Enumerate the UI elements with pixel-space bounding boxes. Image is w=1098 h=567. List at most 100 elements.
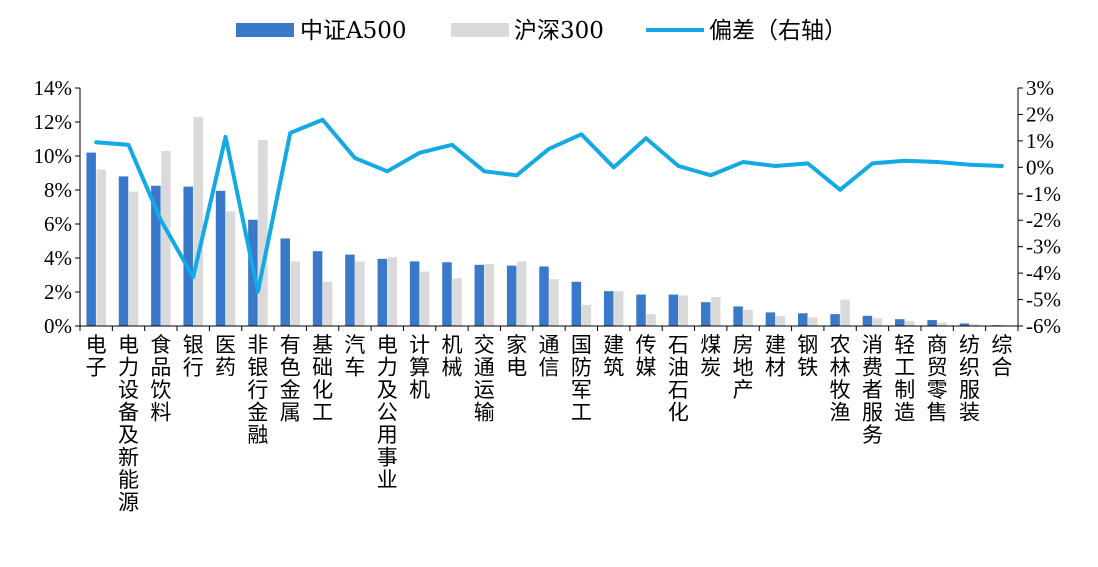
- legend-label: 中证A500: [300, 18, 407, 44]
- y-left-tick-label: 10%: [34, 144, 73, 168]
- bar-a500: [862, 315, 873, 326]
- x-category-label: 房地产: [733, 333, 754, 402]
- bar-a500: [345, 254, 355, 326]
- bar-a500: [377, 258, 388, 326]
- x-category-label: 农林牧渔: [830, 333, 851, 425]
- bar-hs300: [290, 261, 300, 326]
- bar-hs300: [258, 139, 268, 326]
- bar-a500: [603, 291, 614, 326]
- y-left-tick-label: 8%: [44, 178, 72, 202]
- bar-a500: [765, 312, 776, 326]
- bar-a500: [700, 302, 711, 326]
- x-category-label: 有色金属: [280, 333, 301, 425]
- y-right-tick-label: -6%: [1026, 314, 1061, 338]
- x-category-label: 医药: [215, 333, 236, 380]
- y-left-tick-label: 12%: [34, 110, 73, 134]
- x-category-label: 石油石化: [668, 333, 689, 425]
- x-category-label: 消费者服务: [862, 333, 883, 447]
- bar-hs300: [225, 211, 236, 326]
- bar-a500: [830, 314, 840, 326]
- x-category-label: 电子: [86, 333, 107, 380]
- x-category-label: 纺织服装: [959, 333, 980, 425]
- bar-hs300: [549, 279, 559, 326]
- bar-a500: [733, 306, 743, 326]
- bar-hs300: [452, 278, 462, 326]
- x-category-label: 国防军工: [571, 333, 592, 425]
- x-category-label: 综合: [991, 333, 1012, 380]
- bar-hs300: [484, 263, 495, 326]
- y-left-tick-label: 6%: [44, 212, 72, 236]
- x-category-label: 建材: [765, 333, 786, 380]
- bar-a500: [571, 281, 582, 326]
- legend-label: 偏差（右轴）: [709, 18, 847, 44]
- bar-hs300: [808, 317, 818, 326]
- y-left-tick-label: 2%: [44, 280, 72, 304]
- y-left-tick-label: 14%: [34, 76, 73, 100]
- y-right-tick-label: -4%: [1026, 261, 1061, 285]
- bar-a500: [636, 294, 646, 326]
- bar-hs300: [743, 309, 753, 326]
- y-right-tick-label: -3%: [1026, 235, 1061, 259]
- x-category-label: 基础化工: [312, 333, 333, 425]
- bar-hs300: [387, 257, 398, 326]
- bar-a500: [280, 238, 290, 326]
- bar-hs300: [678, 295, 689, 326]
- bar-a500: [474, 264, 485, 326]
- bar-hs300: [516, 261, 527, 326]
- x-category-label: 计算机: [409, 333, 430, 402]
- bar-a500: [183, 186, 193, 326]
- bar-hs300: [905, 320, 915, 326]
- y-right-tick-label: 1%: [1026, 129, 1054, 153]
- y-right-tick-label: 0%: [1026, 155, 1054, 179]
- bar-a500: [959, 323, 970, 326]
- y-right-tick-label: -5%: [1026, 288, 1061, 312]
- bar-hs300: [322, 281, 333, 326]
- bar-hs300: [193, 116, 203, 327]
- y-right-tick-label: -2%: [1026, 208, 1061, 232]
- bar-a500: [668, 294, 679, 326]
- x-category-label: 非银行金融: [247, 333, 268, 447]
- bar-hs300: [581, 304, 592, 326]
- bar-hs300: [710, 297, 721, 326]
- legend-label: 沪深300: [514, 18, 604, 44]
- x-category-label: 家电: [506, 333, 527, 380]
- y-left-tick-label: 4%: [44, 246, 72, 270]
- y-right-tick-label: 3%: [1026, 76, 1054, 100]
- bar-hs300: [419, 271, 430, 326]
- x-category-label: 食品饮料: [150, 333, 171, 425]
- x-category-label: 电力及公用事业: [377, 333, 398, 492]
- bar-a500: [506, 265, 517, 326]
- legend-swatch: [236, 23, 294, 37]
- bar-hs300: [96, 169, 106, 326]
- deviation-line: [94, 117, 1004, 294]
- y-right-tick-label: 2%: [1026, 102, 1054, 126]
- x-category-label: 轻工制造: [894, 333, 915, 425]
- x-category-label: 通信: [539, 333, 560, 380]
- bar-hs300: [161, 150, 171, 326]
- bar-a500: [895, 319, 905, 326]
- y-left-tick-label: 0%: [44, 314, 72, 338]
- bar-a500: [798, 313, 808, 326]
- x-category-label: 商贸零售: [927, 333, 948, 425]
- bar-hs300: [969, 324, 980, 326]
- bar-a500: [215, 190, 226, 326]
- x-category-label: 交通运输: [474, 333, 495, 425]
- bar-a500: [151, 185, 161, 326]
- bar-hs300: [128, 191, 139, 326]
- x-category-label: 机械: [441, 333, 462, 380]
- bar-hs300: [613, 291, 624, 326]
- x-category-label: 电力设备及新能源: [118, 333, 139, 515]
- bar-a500: [409, 261, 420, 326]
- bar-a500: [86, 152, 96, 326]
- bar-a500: [539, 266, 549, 326]
- bar-a500: [312, 251, 323, 326]
- bar-hs300: [872, 318, 883, 326]
- x-category-label: 传媒: [636, 333, 657, 380]
- bar-hs300: [355, 261, 365, 326]
- bar-a500: [927, 320, 937, 326]
- bar-a500: [442, 262, 452, 326]
- bar-hs300: [646, 314, 656, 326]
- y-right-tick-label: -1%: [1026, 182, 1061, 206]
- bar-hs300: [775, 315, 786, 326]
